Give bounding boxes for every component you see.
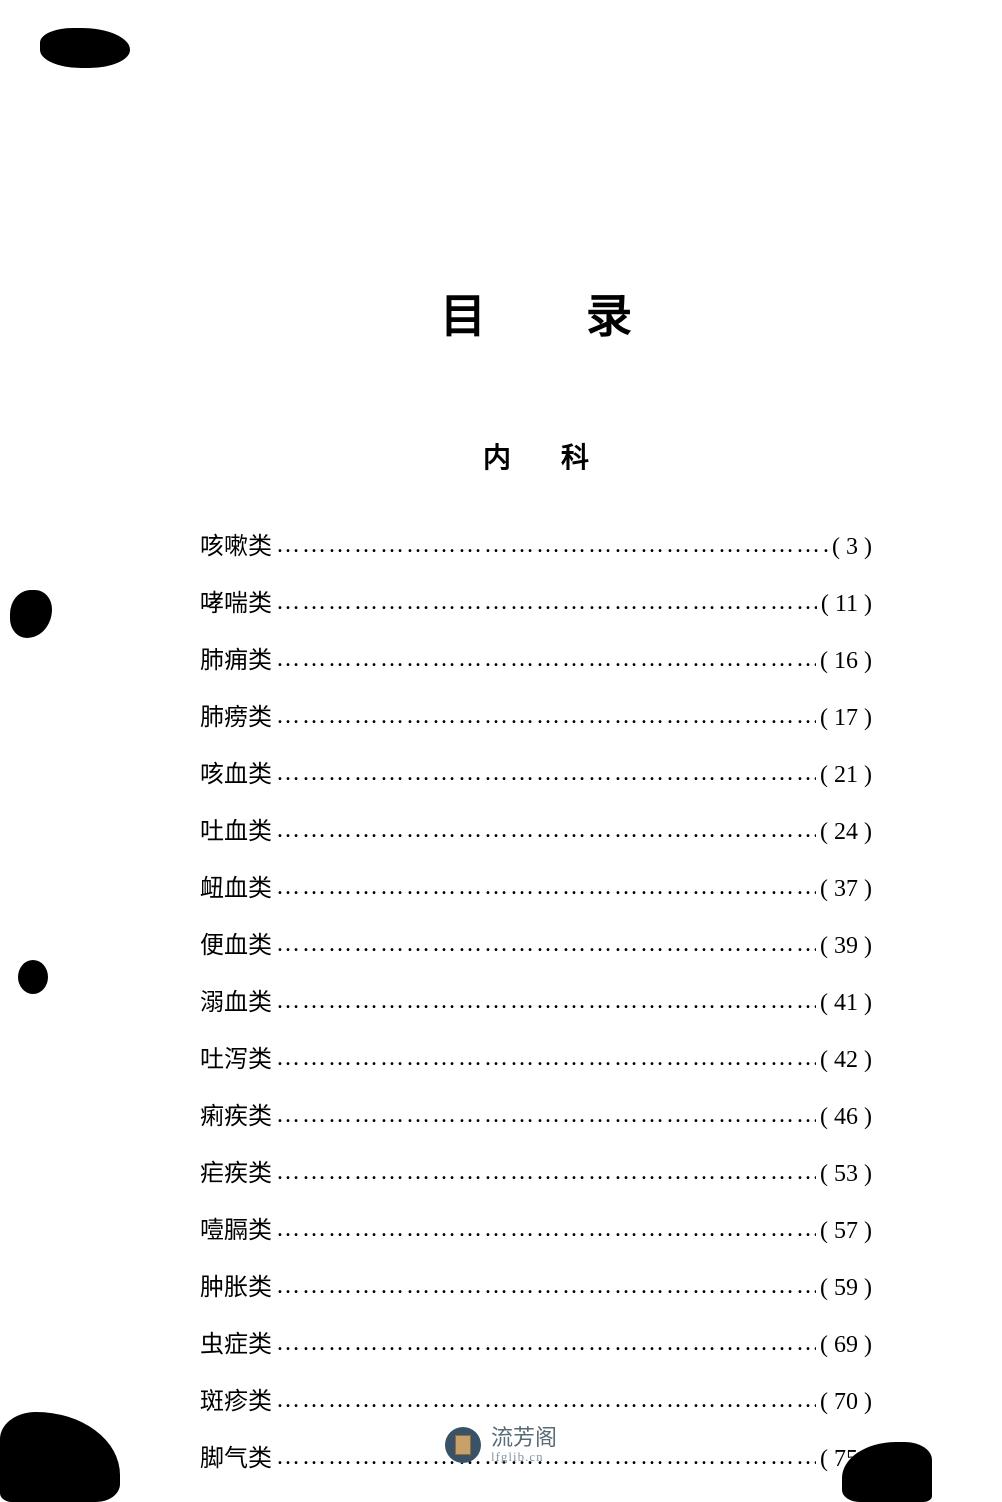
toc-leader-dots: …………………………………………………………………………………………………………… [276, 1273, 816, 1300]
watermark-text: 流芳阁 lfglib.cn [491, 1426, 557, 1464]
toc-leader-dots: …………………………………………………………………………………………………………… [276, 874, 816, 901]
book-icon [445, 1427, 481, 1463]
toc-page-number: ( 41 ) [820, 990, 872, 1017]
toc-label: 便血类 [200, 925, 272, 960]
toc-label: 脚气类 [200, 1438, 272, 1473]
toc-page-number: ( 70 ) [820, 1389, 872, 1416]
toc-leader-dots: …………………………………………………………………………………………………………… [276, 703, 816, 730]
toc-page-number: ( 42 ) [820, 1047, 872, 1074]
toc-leader-dots: …………………………………………………………………………………………………………… [276, 1387, 816, 1414]
toc-row: 咳血类…………………………………………………………………………………………………… [200, 754, 872, 789]
toc-label: 疟疾类 [200, 1153, 272, 1188]
toc-leader-dots: …………………………………………………………………………………………………………… [276, 1159, 816, 1186]
toc-row: 肺痨类…………………………………………………………………………………………………… [200, 697, 872, 732]
toc-row: 便血类…………………………………………………………………………………………………… [200, 925, 872, 960]
toc-row: 疟疾类…………………………………………………………………………………………………… [200, 1153, 872, 1188]
toc-page-number: ( 11 ) [821, 591, 872, 618]
toc-page-number: ( 57 ) [820, 1218, 872, 1245]
toc-page-number: ( 17 ) [820, 705, 872, 732]
toc-page-number: ( 53 ) [820, 1161, 872, 1188]
toc-row: 虫症类…………………………………………………………………………………………………… [200, 1324, 872, 1359]
watermark-sub: lfglib.cn [491, 1450, 557, 1464]
toc-leader-dots: …………………………………………………………………………………………………………… [276, 532, 828, 559]
toc-page-number: ( 46 ) [820, 1104, 872, 1131]
toc-leader-dots: …………………………………………………………………………………………………………… [276, 1045, 816, 1072]
toc-leader-dots: …………………………………………………………………………………………………………… [276, 760, 816, 787]
toc-leader-dots: …………………………………………………………………………………………………………… [276, 931, 816, 958]
toc-page-number: ( 69 ) [820, 1332, 872, 1359]
toc-row: 肺痈类…………………………………………………………………………………………………… [200, 640, 872, 675]
watermark-main: 流芳阁 [491, 1426, 557, 1450]
toc-label: 咳血类 [200, 754, 272, 789]
toc-page-number: ( 37 ) [820, 876, 872, 903]
toc-leader-dots: …………………………………………………………………………………………………………… [276, 1216, 816, 1243]
toc-label: 咳嗽类 [200, 526, 272, 561]
toc-row: 吐泻类…………………………………………………………………………………………………… [200, 1039, 872, 1074]
toc-page-number: ( 39 ) [820, 933, 872, 960]
toc-leader-dots: …………………………………………………………………………………………………………… [276, 1102, 816, 1129]
toc-page-number: ( 16 ) [820, 648, 872, 675]
toc-label: 吐血类 [200, 811, 272, 846]
toc-row: 噎膈类…………………………………………………………………………………………………… [200, 1210, 872, 1245]
toc-label: 肺痨类 [200, 697, 272, 732]
toc-page-number: ( 3 ) [832, 534, 872, 561]
toc-leader-dots: …………………………………………………………………………………………………………… [276, 1330, 816, 1357]
toc-row: 衄血类…………………………………………………………………………………………………… [200, 868, 872, 903]
toc-page-number: ( 59 ) [820, 1275, 872, 1302]
toc-label: 痢疾类 [200, 1096, 272, 1131]
toc-label: 肺痈类 [200, 640, 272, 675]
toc-label: 吐泻类 [200, 1039, 272, 1074]
toc-label: 溺血类 [200, 982, 272, 1017]
toc-label: 衄血类 [200, 868, 272, 903]
toc-page-number: ( 24 ) [820, 819, 872, 846]
toc-row: 斑疹类…………………………………………………………………………………………………… [200, 1381, 872, 1416]
toc-row: 肿胀类…………………………………………………………………………………………………… [200, 1267, 872, 1302]
toc-row: 痢疾类…………………………………………………………………………………………………… [200, 1096, 872, 1131]
toc-label: 斑疹类 [200, 1381, 272, 1416]
toc-leader-dots: …………………………………………………………………………………………………………… [276, 646, 816, 673]
toc-row: 哮喘类…………………………………………………………………………………………………… [200, 583, 872, 618]
toc-leader-dots: …………………………………………………………………………………………………………… [276, 988, 816, 1015]
toc-label: 噎膈类 [200, 1210, 272, 1245]
toc-label: 肿胀类 [200, 1267, 272, 1302]
toc-row: 咳嗽类…………………………………………………………………………………………………… [200, 526, 872, 561]
toc-label: 哮喘类 [200, 583, 272, 618]
toc-row: 溺血类…………………………………………………………………………………………………… [200, 982, 872, 1017]
page-title: 目录 [190, 280, 882, 346]
watermark: 流芳阁 lfglib.cn [445, 1426, 557, 1464]
toc-row: 吐血类…………………………………………………………………………………………………… [200, 811, 872, 846]
toc-leader-dots: …………………………………………………………………………………………………………… [276, 817, 816, 844]
document-page: 目录 内科 咳嗽类…………………………………………………………………………………… [0, 0, 1002, 1502]
scan-artifact [40, 28, 130, 68]
toc-page-number: ( 21 ) [820, 762, 872, 789]
scan-artifact [18, 960, 48, 994]
toc-list: 咳嗽类…………………………………………………………………………………………………… [190, 526, 882, 1473]
section-heading: 内科 [190, 436, 882, 476]
toc-label: 虫症类 [200, 1324, 272, 1359]
toc-leader-dots: …………………………………………………………………………………………………………… [276, 589, 817, 616]
